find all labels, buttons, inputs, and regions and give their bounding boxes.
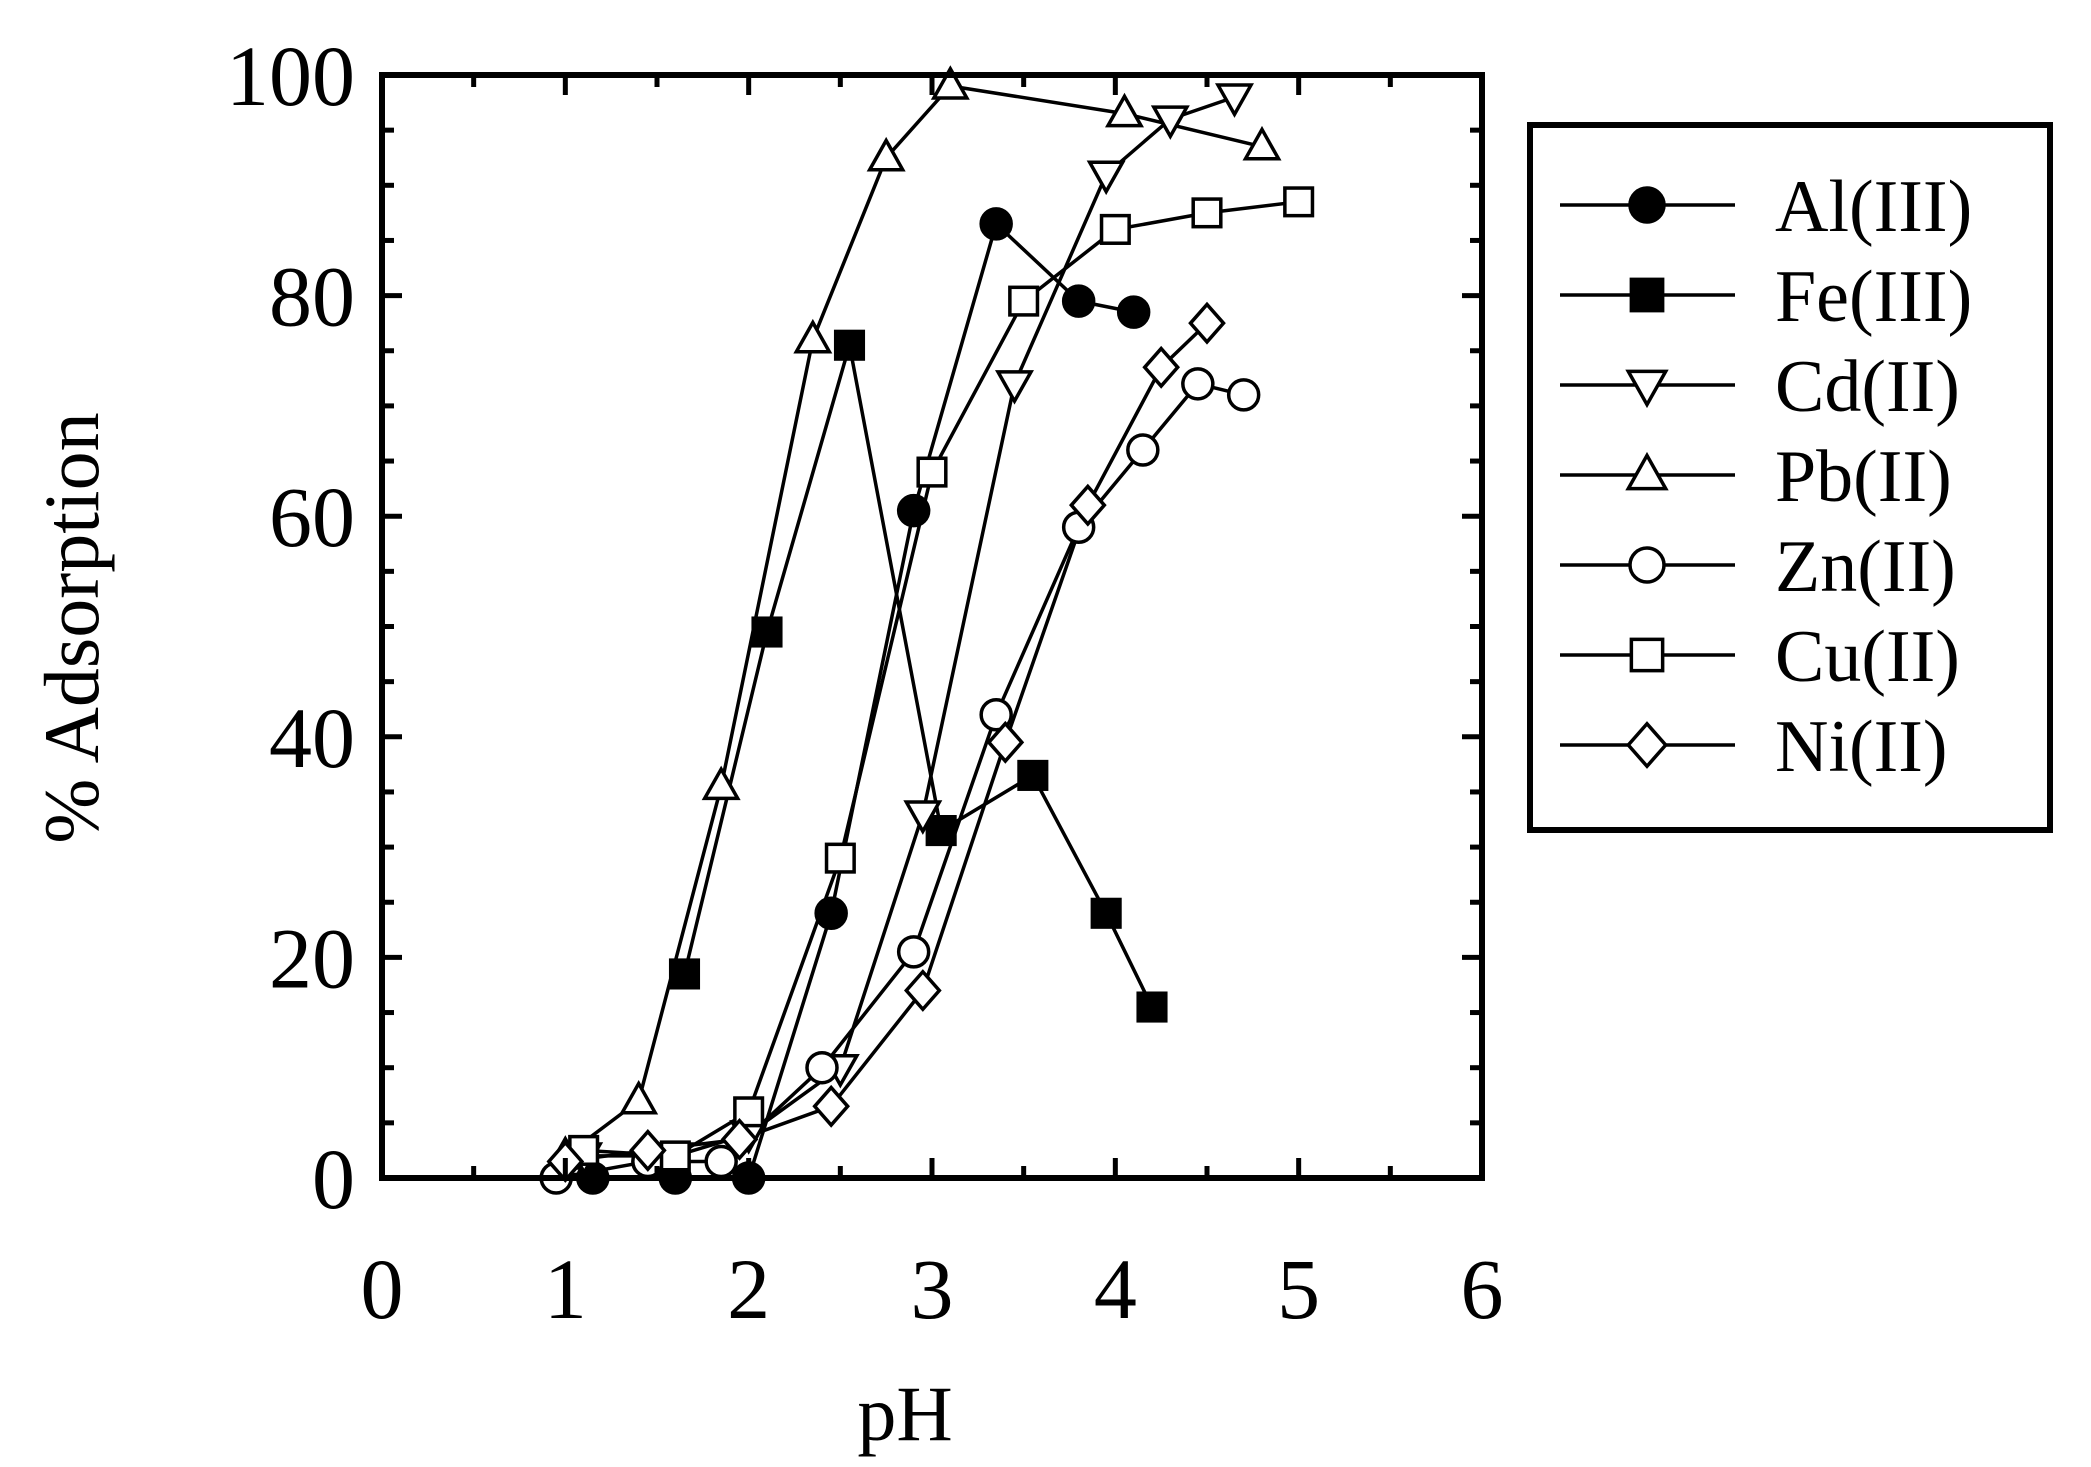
series-line-al-iii (592, 222, 1135, 1180)
data-point-al-iii (1116, 295, 1151, 329)
legend-marker-zn-ii (1628, 546, 1666, 584)
legend-label: Fe(III) (1775, 256, 1972, 338)
legend-label: Al(III) (1775, 166, 1972, 248)
data-point-pb-ii (930, 65, 970, 100)
y-tick-label: 20 (269, 910, 355, 1006)
data-point-fe-iii (833, 329, 866, 361)
data-point-fe-iii (668, 958, 701, 990)
legend-label: Ni(II) (1775, 706, 1948, 788)
series-line-pb-ii (564, 84, 1263, 1158)
legend-marker-pb-ii (1625, 451, 1669, 491)
legend-label: Cu(II) (1775, 616, 1960, 698)
plot-frame (379, 72, 1485, 1181)
data-point-zn-ii (979, 697, 1013, 732)
x-tick-label: 1 (544, 1241, 587, 1337)
legend-item-zn-ii: Zn(II) (1560, 526, 1956, 608)
x-tick-label: 0 (361, 1241, 404, 1337)
data-point-ni-ii (986, 720, 1025, 764)
legend: Al(III)Fe(III)Cd(II)Pb(II)Zn(II)Cu(II)Ni… (1527, 122, 2053, 833)
data-point-ni-ii (1142, 345, 1180, 389)
y-tick-label: 40 (269, 690, 355, 786)
data-point-fe-iii (925, 815, 957, 847)
data-point-cu-ii (1191, 197, 1223, 229)
legend-item-pb-ii: Pb(II) (1560, 436, 1952, 518)
data-point-cd-ii (1086, 160, 1126, 196)
data-point-fe-iii (1136, 991, 1168, 1023)
legend-marker-cu-ii (1629, 637, 1665, 673)
data-point-al-iii (814, 896, 848, 931)
data-point-pb-ii (1242, 125, 1282, 161)
data-point-cu-ii (659, 1140, 691, 1172)
x-tick-label: 3 (911, 1241, 954, 1337)
data-point-cu-ii (1008, 285, 1040, 317)
y-tick-label: 80 (269, 249, 355, 345)
data-point-ni-ii (904, 969, 942, 1012)
x-tick-label: 4 (1094, 1241, 1137, 1337)
data-point-fe-iii (751, 616, 783, 648)
legend-label: Pb(II) (1775, 436, 1952, 518)
data-point-pb-ii (793, 318, 833, 354)
y-tick-label: 0 (312, 1131, 355, 1227)
legend-item-al-iii: Al(III) (1560, 166, 1972, 248)
x-axis-label: pH (857, 1370, 952, 1457)
data-point-cu-ii (1283, 186, 1315, 218)
data-point-al-iii (896, 493, 931, 528)
legend-item-cu-ii: Cu(II) (1560, 616, 1960, 698)
data-point-pb-ii (619, 1079, 659, 1115)
data-point-ni-ii (812, 1084, 850, 1128)
data-point-fe-iii (1017, 759, 1049, 791)
data-point-cu-ii (1099, 213, 1131, 245)
x-tick-label: 6 (1461, 1241, 1504, 1337)
data-point-zn-ii (1126, 433, 1160, 467)
legend-label: Zn(II) (1775, 526, 1956, 608)
data-point-ni-ii (629, 1129, 667, 1172)
data-point-al-iii (979, 207, 1013, 241)
data-point-pb-ii (1105, 92, 1144, 128)
legend-item-fe-iii: Fe(III) (1560, 256, 1972, 338)
data-point-pb-ii (701, 765, 741, 801)
series-line-cu-ii (583, 200, 1299, 1158)
legend-marker-ni-ii (1625, 721, 1669, 769)
data-point-cu-ii (824, 842, 856, 874)
data-point-cd-ii (1215, 83, 1254, 118)
data-point-fe-iii (1090, 897, 1122, 929)
legend-marker-fe-iii (1629, 277, 1665, 313)
data-point-zn-ii (896, 935, 931, 969)
data-point-zn-ii (805, 1050, 839, 1085)
legend-label: Cd(II) (1775, 346, 1960, 428)
data-point-cd-ii (903, 800, 943, 835)
data-point-pb-ii (866, 136, 906, 172)
x-tick-label: 2 (727, 1241, 770, 1337)
series-line-ni-ii (565, 321, 1209, 1164)
legend-marker-al-iii (1628, 186, 1666, 224)
legend-item-cd-ii: Cd(II) (1560, 346, 1960, 428)
y-tick-label: 60 (269, 469, 355, 565)
data-point-ni-ii (1188, 301, 1226, 345)
legend-marker-cd-ii (1625, 369, 1669, 409)
data-point-zn-ii (1181, 367, 1215, 401)
data-point-cu-ii (916, 456, 948, 488)
data-point-cd-ii (995, 370, 1034, 405)
data-point-ni-ii (720, 1117, 759, 1161)
plot-layer (539, 65, 1315, 1195)
x-tick-label: 5 (1277, 1241, 1320, 1337)
legend-frame (1527, 122, 2053, 833)
y-axis-label: % Adsorption (28, 412, 115, 843)
data-point-ni-ii (1069, 483, 1107, 527)
data-point-al-iii (1061, 284, 1096, 318)
legend-item-ni-ii: Ni(II) (1560, 706, 1948, 788)
data-point-cd-ii (1150, 105, 1190, 140)
y-tick-label: 100 (226, 28, 355, 124)
series-line-fe-iii (682, 343, 1154, 1008)
data-point-zn-ii (1226, 378, 1261, 412)
